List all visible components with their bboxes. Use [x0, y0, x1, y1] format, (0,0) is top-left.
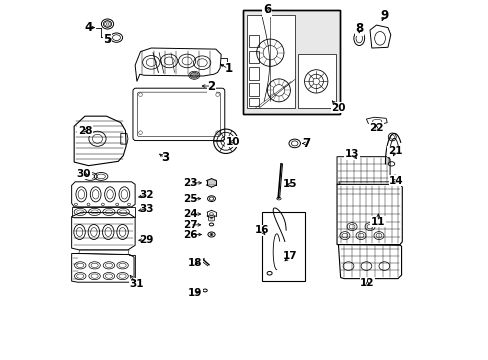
Text: 5: 5	[103, 32, 111, 46]
Polygon shape	[247, 15, 294, 108]
Text: 22: 22	[368, 123, 383, 133]
Text: 27: 27	[183, 220, 197, 230]
Bar	[261, 212, 305, 281]
Bar	[248, 67, 258, 80]
Text: 9: 9	[380, 9, 387, 22]
Text: 10: 10	[225, 137, 240, 147]
Text: 30: 30	[77, 168, 91, 179]
Polygon shape	[338, 182, 400, 184]
Text: 19: 19	[187, 288, 202, 298]
Text: 4: 4	[84, 21, 92, 34]
Text: 17: 17	[283, 251, 297, 261]
Text: 29: 29	[139, 235, 153, 245]
Text: 20: 20	[330, 103, 345, 113]
Bar	[248, 35, 258, 47]
Bar	[242, 10, 340, 114]
Bar	[242, 10, 340, 114]
Text: 13: 13	[344, 149, 359, 159]
Ellipse shape	[210, 234, 212, 235]
Text: 12: 12	[360, 278, 374, 288]
Text: 24: 24	[183, 209, 197, 219]
Bar	[248, 51, 258, 63]
Text: 11: 11	[370, 217, 385, 227]
Text: 31: 31	[129, 279, 144, 289]
Bar	[248, 98, 258, 106]
Text: 28: 28	[78, 126, 92, 135]
Text: 15: 15	[283, 179, 297, 189]
Text: 26: 26	[183, 230, 197, 239]
Text: 1: 1	[224, 62, 232, 75]
Text: 8: 8	[354, 22, 363, 35]
Text: 16: 16	[254, 225, 268, 235]
Text: 21: 21	[387, 146, 402, 156]
Bar	[248, 83, 258, 96]
Text: 18: 18	[187, 258, 202, 268]
Text: 33: 33	[140, 204, 154, 214]
Text: 2: 2	[207, 80, 215, 93]
Text: 3: 3	[161, 151, 169, 164]
Text: 14: 14	[388, 176, 403, 186]
Polygon shape	[297, 54, 335, 108]
Text: 6: 6	[263, 3, 271, 16]
Text: 32: 32	[140, 190, 154, 200]
Text: 25: 25	[183, 194, 197, 204]
Text: 7: 7	[302, 137, 309, 150]
Text: 23: 23	[183, 178, 197, 188]
